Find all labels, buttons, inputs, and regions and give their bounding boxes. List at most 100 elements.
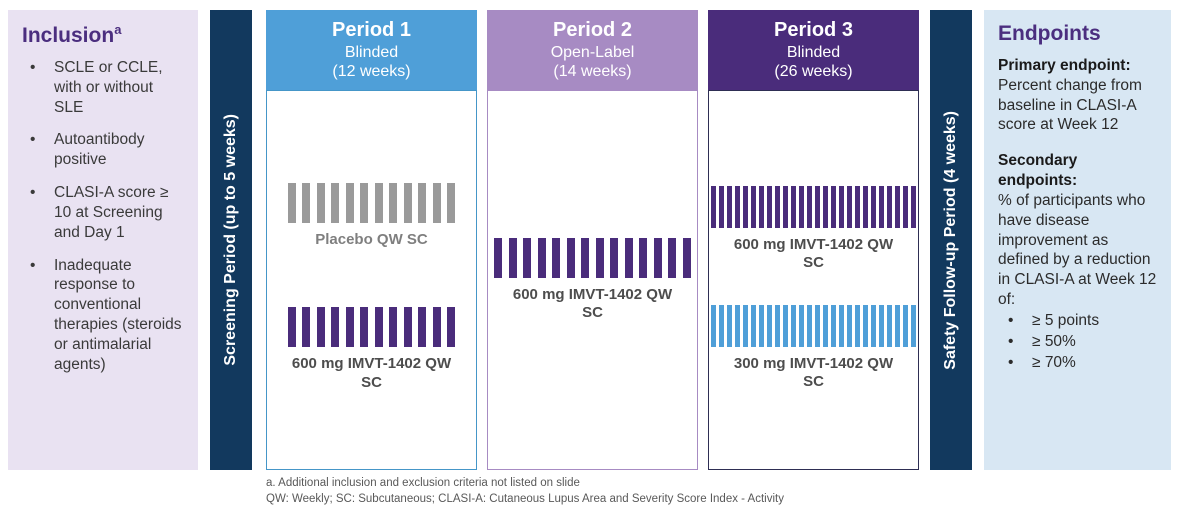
- dose-tick: [374, 307, 383, 348]
- dose-tick: [783, 304, 788, 347]
- dose-tick: [719, 186, 724, 228]
- weekly-dose-tick-bars: [287, 183, 456, 223]
- dose-tick: [807, 186, 812, 228]
- screening-period-label: Screening Period (up to 5 weeks): [222, 114, 239, 366]
- period-2-name: Period 2: [553, 19, 632, 42]
- dosing-arm: 600 mg IMVT-1402 QW SC: [287, 307, 456, 392]
- dose-tick: [815, 304, 820, 347]
- primary-endpoint-block: Primary endpoint: Percent change from ba…: [998, 56, 1157, 135]
- dose-tick: [823, 186, 828, 228]
- dose-tick: [791, 304, 796, 347]
- dose-tick: [775, 304, 780, 347]
- endpoints-panel: Endpoints Primary endpoint: Percent chan…: [984, 10, 1171, 470]
- dose-tick: [847, 186, 852, 228]
- safety-followup-label: Safety Follow-up Period (4 weeks): [942, 110, 959, 370]
- dose-tick: [316, 307, 325, 348]
- dose-tick: [911, 186, 916, 228]
- endpoints-title: Endpoints: [998, 22, 1101, 45]
- dose-tick: [799, 304, 804, 347]
- dose-tick: [911, 304, 916, 347]
- dosing-arm: 600 mg IMVT-1402 QW SC: [711, 186, 916, 273]
- dose-tick: [751, 186, 756, 228]
- dose-tick: [759, 186, 764, 228]
- dose-tick: [302, 307, 311, 348]
- footnote-inclusion-criteria: a. Additional inclusion and exclusion cr…: [266, 477, 580, 489]
- secondary-endpoint-threshold: ≥ 50%: [998, 332, 1157, 353]
- secondary-endpoint-threshold: ≥ 5 points: [998, 311, 1157, 332]
- study-design-row: Inclusiona SCLE or CCLE, with or without…: [8, 10, 1171, 470]
- dose-tick: [863, 186, 868, 228]
- dose-tick: [847, 304, 852, 347]
- dose-tick: [839, 304, 844, 347]
- dose-tick: [903, 304, 908, 347]
- inclusion-criterion: CLASI-A score ≥ 10 at Screening and Day …: [22, 183, 184, 242]
- dose-tick: [743, 186, 748, 228]
- dose-tick: [316, 183, 325, 223]
- secondary-endpoints-label: Secondary endpoints:: [998, 152, 1078, 190]
- dose-tick: [759, 304, 764, 347]
- dose-tick: [727, 186, 732, 228]
- dose-tick: [767, 186, 772, 228]
- dose-tick: [711, 304, 716, 347]
- dose-tick: [302, 183, 311, 223]
- dose-tick: [743, 304, 748, 347]
- dosing-arm-label: Placebo QW SC: [315, 231, 428, 248]
- dose-tick: [887, 304, 892, 347]
- period-1-subtitle: Blinded: [344, 43, 399, 61]
- dosing-arm-label: 600 mg IMVT-1402 QW SC: [733, 236, 894, 272]
- dose-tick: [494, 237, 503, 278]
- dose-tick: [887, 186, 892, 228]
- dose-tick: [403, 183, 412, 223]
- inclusion-title: Inclusiona: [22, 22, 184, 48]
- secondary-endpoint-threshold: ≥ 70%: [998, 353, 1157, 374]
- dose-tick: [823, 304, 828, 347]
- inclusion-criterion: Autoantibody positive: [22, 130, 184, 170]
- period-3-header: Period 3 Blinded (26 weeks): [708, 10, 919, 90]
- dose-tick: [389, 307, 398, 348]
- dose-tick: [403, 307, 412, 348]
- dose-tick: [418, 183, 427, 223]
- screening-period-bar: Screening Period (up to 5 weeks): [210, 10, 252, 470]
- inclusion-panel: Inclusiona SCLE or CCLE, with or without…: [8, 10, 198, 470]
- weekly-dose-tick-bars: [711, 304, 916, 347]
- dose-tick: [552, 237, 561, 278]
- dose-tick: [287, 183, 296, 223]
- period-3-subtitle: Blinded: [786, 43, 841, 61]
- dose-tick: [767, 304, 772, 347]
- period-3-body: 600 mg IMVT-1402 QW SC 300 mg IMVT-1402 Q…: [708, 90, 919, 470]
- dose-tick: [360, 183, 369, 223]
- period-3-column: Period 3 Blinded (26 weeks) 600 mg IMVT-…: [708, 10, 919, 470]
- dose-tick: [523, 237, 532, 278]
- dose-tick: [903, 186, 908, 228]
- dose-tick: [389, 183, 398, 223]
- period-3-duration: (26 weeks): [774, 63, 853, 81]
- period-1-body: Placebo QW SC 600 mg IMVT-1402 QW SC: [266, 90, 477, 470]
- dose-tick: [775, 186, 780, 228]
- dose-tick: [815, 186, 820, 228]
- dose-tick: [537, 237, 546, 278]
- dose-tick: [331, 307, 340, 348]
- secondary-endpoints-block: Secondary endpoints: % of participants w…: [998, 151, 1157, 373]
- dose-tick: [807, 304, 812, 347]
- dose-tick: [508, 237, 517, 278]
- dose-tick: [735, 186, 740, 228]
- inclusion-title-text: Inclusion: [22, 24, 115, 47]
- dose-tick: [345, 183, 354, 223]
- dose-tick: [879, 304, 884, 347]
- period-2-header: Period 2 Open-Label (14 weeks): [487, 10, 698, 90]
- safety-followup-bar: Safety Follow-up Period (4 weeks): [930, 10, 972, 470]
- primary-endpoint-label: Primary endpoint:: [998, 57, 1131, 74]
- dose-tick: [374, 183, 383, 223]
- dose-tick: [719, 304, 724, 347]
- dose-tick: [610, 237, 619, 278]
- dose-tick: [639, 237, 648, 278]
- dose-tick: [432, 183, 441, 223]
- dose-tick: [895, 186, 900, 228]
- dose-tick: [653, 237, 662, 278]
- footnote-abbreviations: QW: Weekly; SC: Subcutaneous; CLASI-A: C…: [266, 492, 784, 505]
- period-1-header: Period 1 Blinded (12 weeks): [266, 10, 477, 90]
- dose-tick: [727, 304, 732, 347]
- inclusion-criterion: SCLE or CCLE, with or without SLE: [22, 58, 184, 117]
- dose-tick: [799, 186, 804, 228]
